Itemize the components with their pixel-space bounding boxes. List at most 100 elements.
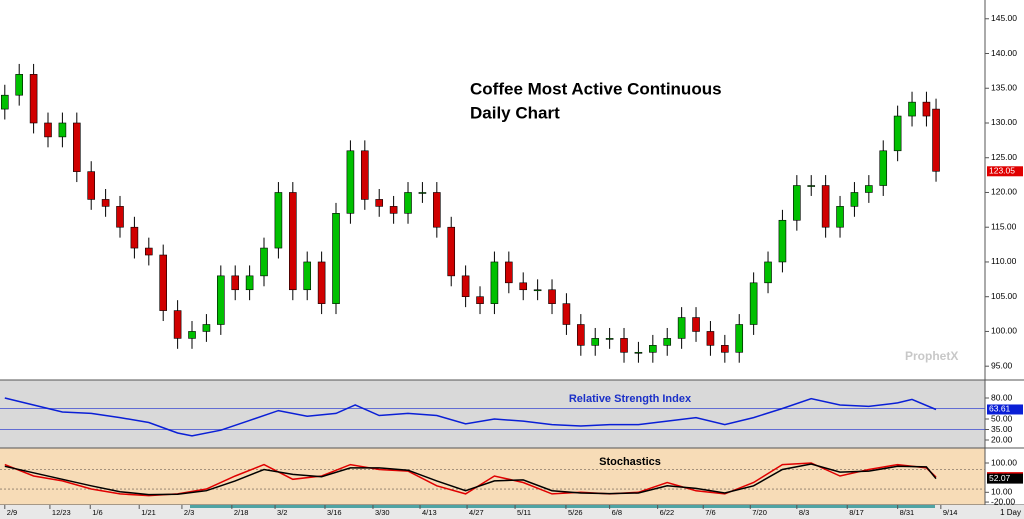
candle-body: [721, 345, 729, 353]
rsi-panel: [0, 380, 985, 448]
candle-body: [476, 296, 484, 304]
y-tick-label: 100.00: [991, 326, 1017, 336]
last-value-label: 63.61: [989, 404, 1011, 414]
candle-body: [87, 171, 96, 200]
y-tick-label: 130.00: [991, 117, 1017, 127]
candle-body: [778, 219, 787, 263]
candle-body: [706, 331, 715, 346]
date-axis: [0, 505, 1024, 519]
candle-body: [490, 261, 499, 304]
x-tick-label: 9/14: [943, 508, 958, 517]
candle-body: [548, 289, 556, 304]
series-line: [4, 397, 937, 437]
x-tick-label: 2/3: [184, 508, 194, 517]
candle-body: [404, 192, 412, 214]
x-tick-label: 4/13: [422, 508, 437, 517]
candle-body: [634, 351, 643, 354]
candle-body: [317, 261, 326, 304]
y-tick-label: 145.00: [991, 13, 1017, 23]
candle-body: [260, 247, 268, 277]
candle-body: [807, 185, 816, 187]
candle-body: [533, 289, 542, 292]
panel-title: Stochastics: [599, 456, 661, 468]
chart-subtitle: Daily Chart: [470, 103, 560, 122]
x-tick-label: 8/31: [900, 508, 915, 517]
x-tick-label: 3/16: [327, 508, 342, 517]
last-value-label: 52.07: [989, 473, 1011, 483]
x-tick-label: 3/30: [375, 508, 390, 517]
panel-title: Relative Strength Index: [569, 393, 692, 405]
candle-body: [202, 324, 211, 332]
y-tick-label: 105.00: [991, 291, 1017, 301]
x-tick-label: 8/17: [849, 508, 864, 517]
candle-body: [361, 150, 369, 200]
candle-body: [677, 317, 686, 339]
x-tick-label: 3/2: [277, 508, 287, 517]
x-tick-label: 6/22: [660, 508, 675, 517]
candle-body: [58, 122, 67, 138]
candle-body: [692, 317, 700, 332]
candle-body: [505, 261, 513, 284]
x-tick-label: 5/26: [568, 508, 583, 517]
candle-body: [433, 192, 441, 228]
candle-body: [577, 324, 585, 346]
candle-body: [893, 115, 902, 152]
candle-body: [591, 338, 600, 346]
candle-body: [663, 338, 672, 346]
candle-body: [620, 338, 628, 353]
candle-body: [461, 275, 470, 298]
chart-title: Coffee Most Active Continuous: [470, 79, 722, 98]
candle-body: [649, 345, 657, 353]
candle-body: [922, 101, 931, 117]
candle-body: [274, 192, 283, 249]
candle-body: [332, 213, 340, 304]
x-tick-label: 8/3: [799, 508, 809, 517]
x-tick-label: 4/27: [469, 508, 484, 517]
y-tick-label: 110.00: [991, 256, 1017, 266]
y-tick-label: 95.00: [991, 360, 1013, 370]
x-tick-label: 12/23: [52, 508, 71, 517]
watermark: ProphetX: [905, 349, 958, 363]
x-tick-label: 2/9: [7, 508, 17, 517]
x-tick-label: 5/11: [517, 508, 531, 517]
series-line: [4, 463, 937, 496]
y-tick-label: 50.00: [991, 413, 1013, 423]
candle-body: [908, 101, 916, 117]
x-tick-label: 6/8: [612, 508, 622, 517]
candle-body: [116, 206, 124, 228]
candle-body: [836, 206, 844, 228]
y-tick-label: -20.00: [991, 496, 1015, 506]
candle-body: [389, 206, 398, 214]
x-axis-label: 1 Day: [1000, 508, 1021, 517]
candle-body: [879, 150, 888, 186]
candle-body: [73, 122, 81, 172]
y-tick-label: 35.00: [991, 424, 1013, 434]
candle-body: [418, 192, 427, 194]
y-tick-label: 10.00: [991, 487, 1013, 497]
candle-body: [749, 282, 758, 325]
candle-body: [159, 254, 168, 311]
candle-body: [1, 94, 9, 110]
candle-body: [375, 199, 384, 207]
x-tick-label: 7/20: [752, 508, 767, 517]
candle-body: [15, 74, 24, 96]
last-value-box: [987, 404, 1023, 415]
y-tick-label: 80.00: [991, 392, 1013, 402]
y-tick-label: 20.00: [991, 434, 1013, 444]
candle-body: [821, 185, 830, 228]
candle-body: [231, 275, 240, 291]
candle-body: [188, 331, 196, 339]
candle-body: [605, 338, 614, 340]
y-tick-label: 140.00: [991, 48, 1017, 58]
last-value-box: [987, 473, 1023, 484]
x-tick-label: 1/21: [141, 508, 156, 517]
candle-body: [865, 185, 873, 193]
y-tick-label: 135.00: [991, 82, 1017, 92]
y-tick-label: 100.00: [991, 457, 1017, 467]
y-tick-label: 120.00: [991, 187, 1017, 197]
candle-body: [173, 310, 182, 339]
candle-body: [44, 122, 52, 138]
candle-body: [289, 192, 297, 291]
candle-body: [217, 275, 225, 325]
